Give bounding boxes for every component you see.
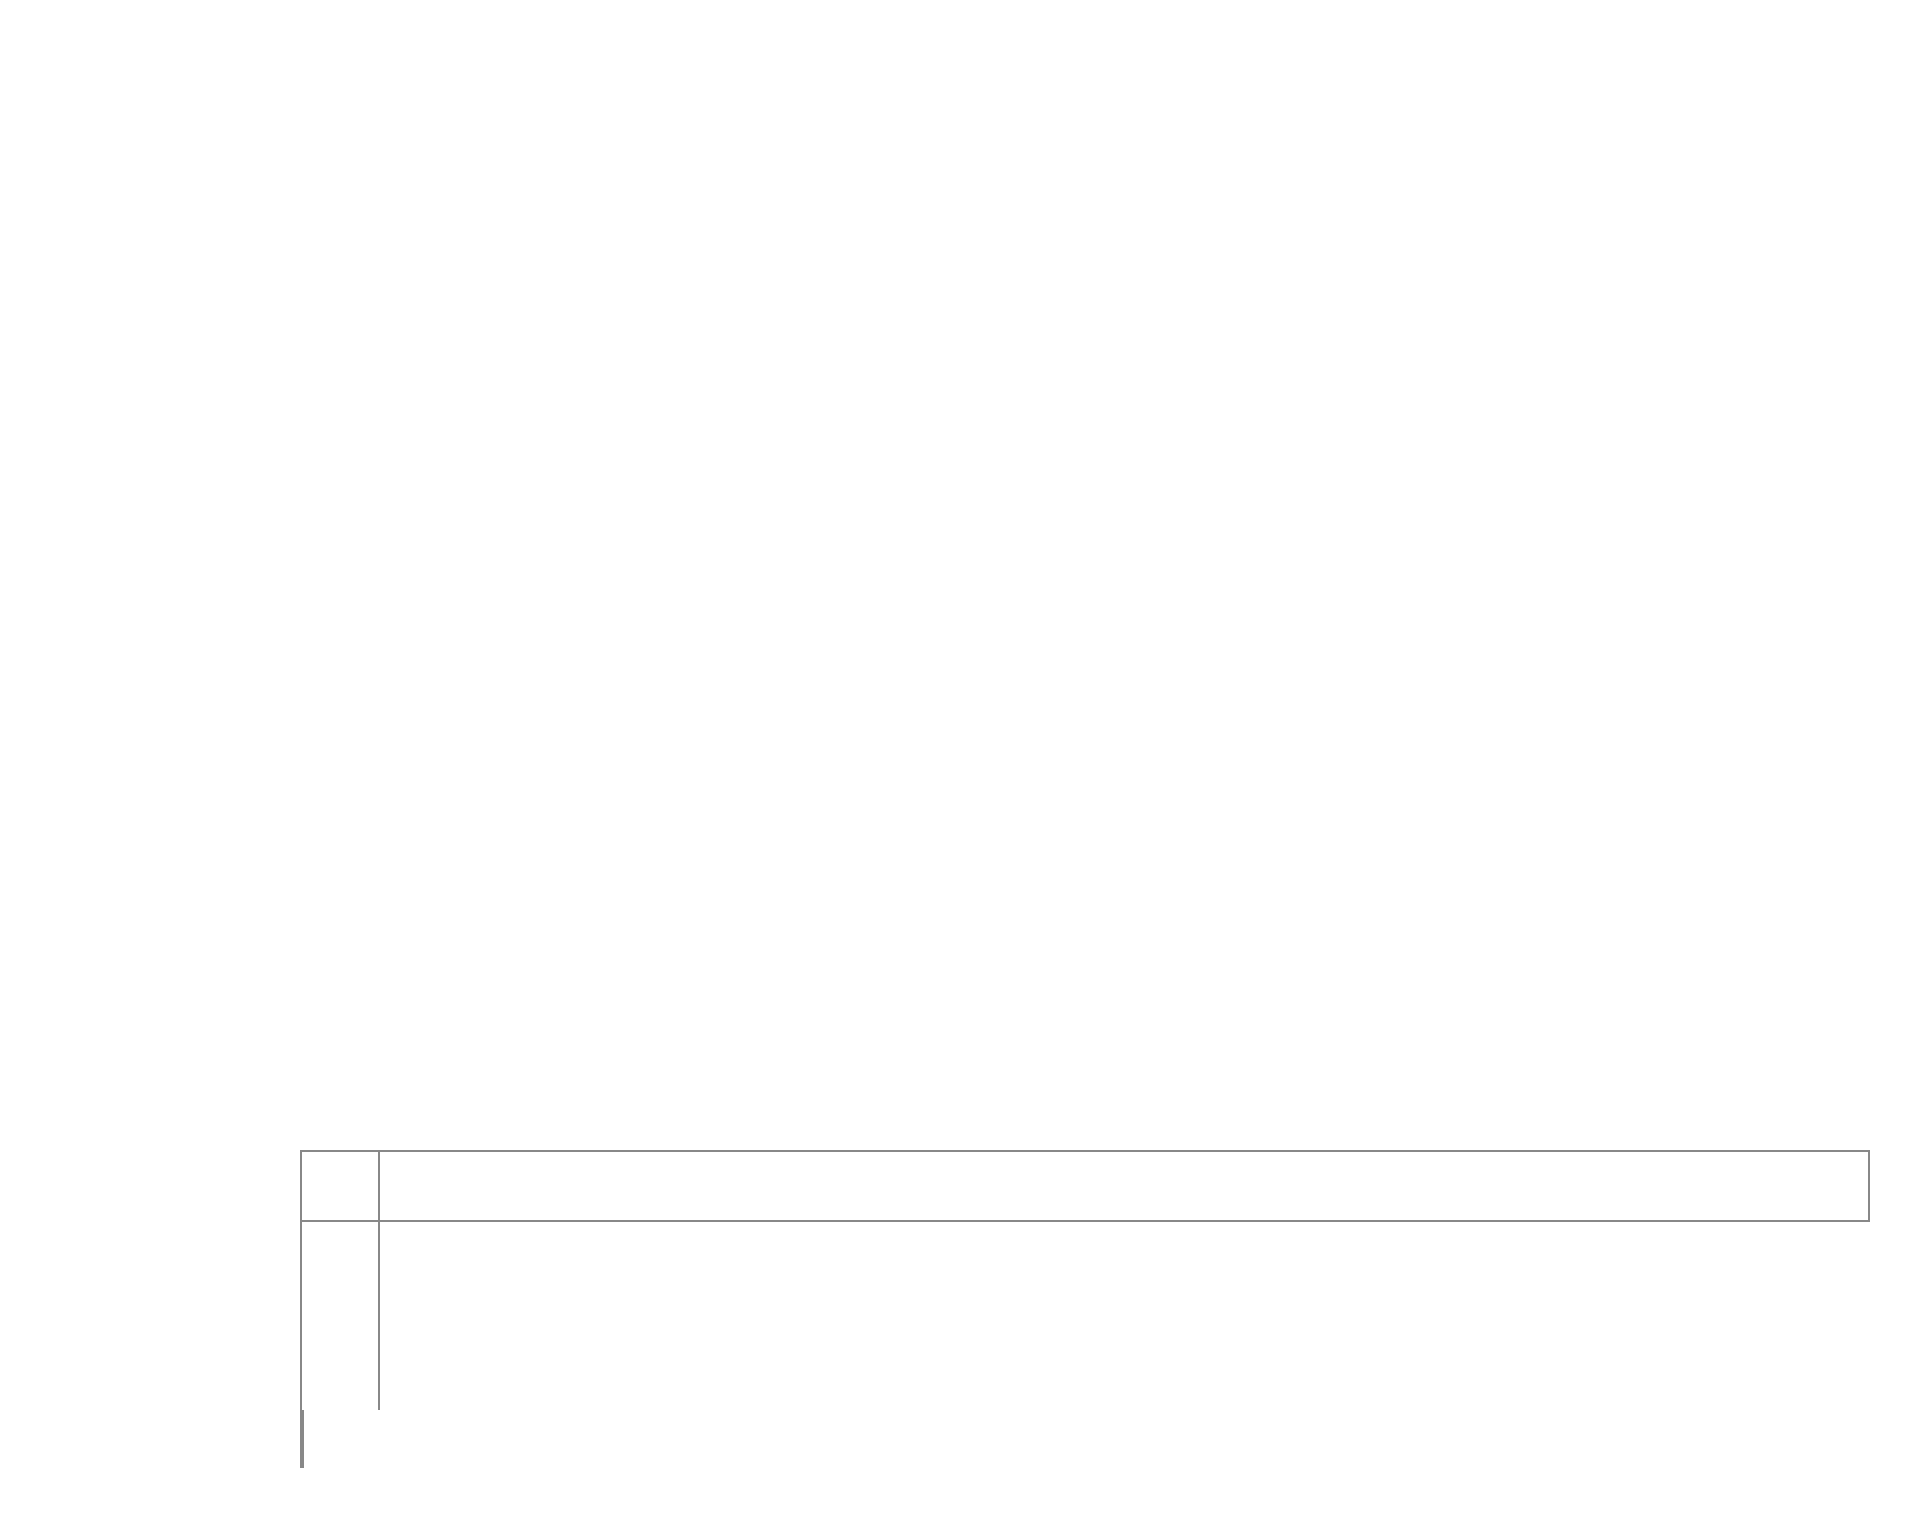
spectrum-gradient — [302, 1152, 1868, 1220]
spectrum-area — [300, 1150, 1870, 1510]
visible-light-bar — [300, 1410, 304, 1468]
radiation-type-row — [300, 540, 1870, 600]
visible-light-connector — [300, 1150, 380, 1410]
wavelength-wave — [300, 610, 1870, 800]
scale-area — [300, 830, 1870, 1100]
spectrum-bar — [300, 1150, 1870, 1222]
sources-area — [300, 130, 1870, 500]
wavelength-ticks — [300, 1224, 1870, 1334]
